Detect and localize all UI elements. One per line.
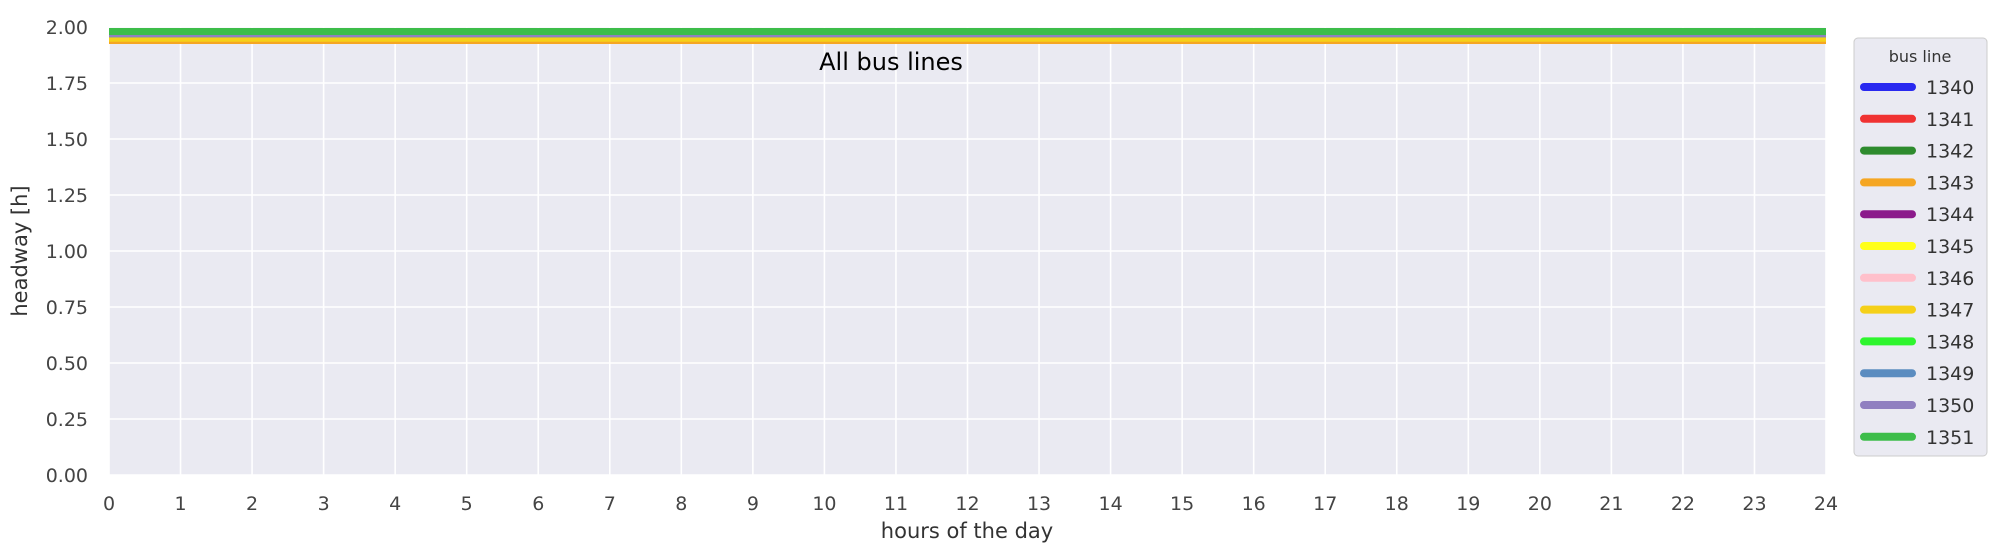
x-tick-label: 24 (1814, 493, 1838, 515)
x-tick-label: 15 (1170, 493, 1194, 515)
y-tick-label: 0.50 (46, 353, 88, 375)
y-tick-label: 1.00 (46, 241, 88, 263)
x-tick-label: 7 (604, 493, 616, 515)
x-tick-label: 17 (1313, 493, 1337, 515)
y-tick-labels: 0.00 0.25 0.50 0.75 1.00 1.25 1.50 1.75 2.00 (46, 17, 88, 487)
x-tick-label: 1 (174, 493, 186, 515)
legend-title: bus line (1889, 47, 1952, 66)
legend-label: 1344 (1926, 204, 1974, 226)
legend-label: 1346 (1926, 268, 1974, 290)
x-tick-label: 21 (1599, 493, 1623, 515)
legend-label: 1341 (1926, 109, 1974, 131)
legend-label: 1345 (1926, 236, 1974, 258)
series-lines (109, 27, 1826, 44)
x-tick-label: 2 (246, 493, 258, 515)
x-tick-label: 12 (955, 493, 979, 515)
y-tick-label: 1.50 (46, 129, 88, 151)
x-tick-label: 14 (1098, 493, 1122, 515)
y-tick-label: 1.25 (46, 185, 88, 207)
x-tick-label: 23 (1742, 493, 1766, 515)
chart-title: All bus lines (819, 48, 963, 76)
legend: bus line 1340134113421343134413451346134… (1853, 37, 1988, 457)
x-tick-label: 16 (1242, 493, 1266, 515)
legend-label: 1343 (1926, 172, 1974, 194)
legend-label: 1351 (1926, 427, 1974, 449)
x-tick-label: 4 (389, 493, 401, 515)
legend-label: 1348 (1926, 331, 1974, 353)
legend-label: 1350 (1926, 395, 1974, 417)
x-axis-label: hours of the day (881, 519, 1053, 543)
legend-box (1853, 37, 1988, 457)
x-tick-labels: 0 1 2 3 4 5 6 7 8 9 10 11 12 13 14 15 16 17 18 19 20 21 22 23 24 (103, 493, 1838, 515)
x-tick-label: 8 (675, 493, 687, 515)
x-tick-label: 9 (747, 493, 759, 515)
grid (108, 26, 1827, 476)
x-tick-label: 5 (461, 493, 473, 515)
y-tick-label: 0.25 (46, 409, 88, 431)
x-tick-label: 13 (1027, 493, 1051, 515)
y-axis-label: headway [h] (8, 185, 32, 316)
legend-label: 1347 (1926, 300, 1974, 322)
x-tick-label: 18 (1385, 493, 1409, 515)
legend-items: 1340 1341 1342 1343 1344 1345 1346 1347 1348 1349… (1860, 77, 1974, 449)
x-tick-label: 22 (1671, 493, 1695, 515)
x-tick-label: 11 (884, 493, 908, 515)
legend-label: 1349 (1926, 363, 1974, 385)
x-tick-label: 19 (1456, 493, 1480, 515)
y-tick-label: 2.00 (46, 17, 88, 39)
y-tick-label: 0.00 (46, 465, 88, 487)
x-tick-label: 6 (532, 493, 544, 515)
x-tick-label: 0 (103, 493, 115, 515)
x-tick-label: 20 (1528, 493, 1552, 515)
x-tick-label: 10 (812, 493, 836, 515)
legend-label: 1340 (1926, 77, 1974, 99)
x-tick-label: 3 (318, 493, 330, 515)
legend-label: 1342 (1926, 141, 1974, 163)
y-tick-label: 0.75 (46, 297, 88, 319)
y-tick-label: 1.75 (46, 73, 88, 95)
